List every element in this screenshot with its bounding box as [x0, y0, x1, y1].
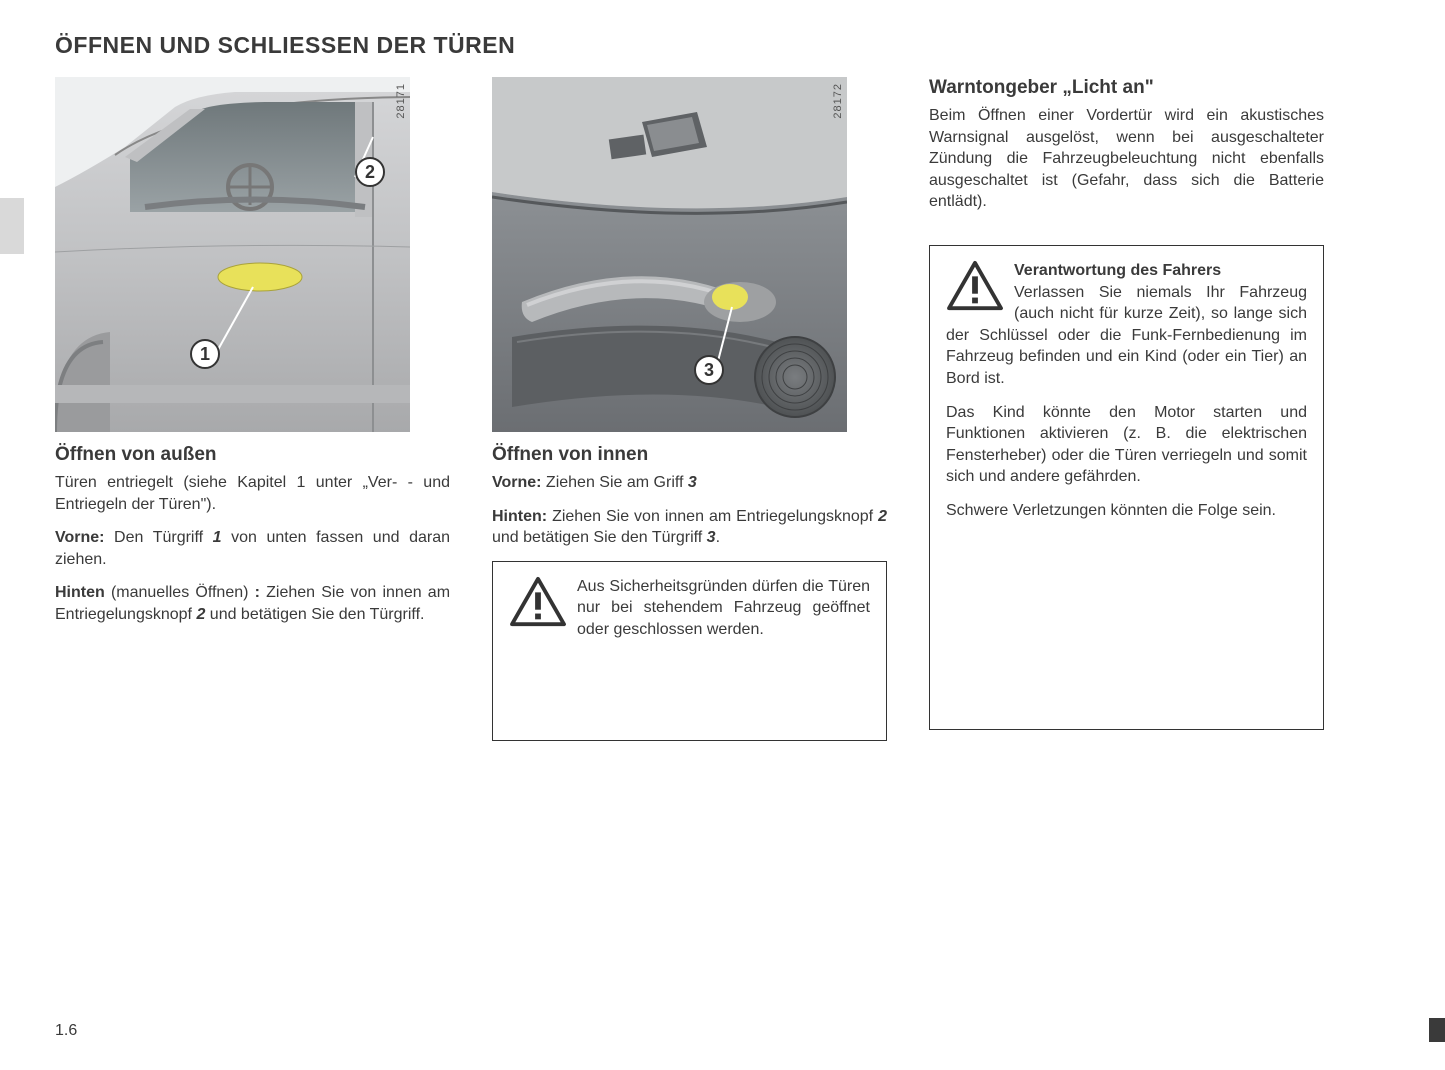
col2-p2-c: . [716, 529, 720, 546]
car-interior-illustration [492, 77, 847, 432]
warning-p2: Das Kind könnte den Motor starten und Fu… [946, 402, 1307, 488]
col2-heading: Öffnen von innen [492, 444, 887, 466]
col1-p3-bold: Hinten [55, 584, 105, 601]
col1-p2-a: Den Türgriff [104, 529, 212, 546]
columns: 28171 1 2 Öffnen von außen Türen entrieg… [55, 77, 1390, 741]
col1-heading: Öffnen von außen [55, 444, 450, 466]
car-exterior-illustration [55, 77, 410, 432]
col2-p1: Vorne: Ziehen Sie am Griff 3 [492, 472, 887, 494]
figure1-code: 28171 [395, 83, 407, 119]
column-2: 28172 3 Öffnen von innen Vorne: Ziehen S… [492, 77, 887, 741]
col1-p2-num: 1 [213, 529, 222, 546]
col1-p3-num: 2 [196, 606, 205, 623]
warning-p3: Schwere Verletzungen könnten die Folge s… [946, 500, 1307, 522]
warning-icon [509, 576, 567, 628]
col2-p2-bold: Hinten: [492, 508, 547, 525]
page-number: 1.6 [55, 1022, 77, 1040]
figure2-code: 28172 [832, 83, 844, 119]
col2-p1-num: 3 [688, 474, 697, 491]
col2-p2-num1: 2 [878, 508, 887, 525]
col2-p2-num2: 3 [707, 529, 716, 546]
callout-2: 2 [355, 157, 385, 187]
callout-1: 1 [190, 339, 220, 369]
figure-interior: 28172 3 [492, 77, 847, 432]
warning-box-responsibility: Verantwortung des Fahrers Verlassen Sie … [929, 245, 1324, 730]
col2-p2-a: Ziehen Sie von innen am Entriegelungskno… [547, 508, 878, 525]
col1-p3-paren: (manuelles Öffnen) [105, 584, 249, 601]
warning-icon [946, 260, 1004, 312]
col1-p2-bold: Vorne: [55, 529, 104, 546]
page-title: ÖFFNEN UND SCHLIESSEN DER TÜREN [55, 32, 1390, 59]
col3-heading: Warntongeber „Licht an" [929, 77, 1324, 99]
warning-box-safety: Aus Sicherheitsgründen dürfen die Türen … [492, 561, 887, 741]
col1-p3-colon: : [248, 584, 266, 601]
column-1: 28171 1 2 Öffnen von außen Türen entrieg… [55, 77, 450, 741]
callout-3: 3 [694, 355, 724, 385]
col2-p2-b: und betätigen Sie den Türgriff [492, 529, 707, 546]
figure-exterior: 28171 1 2 [55, 77, 410, 432]
page: ÖFFNEN UND SCHLIESSEN DER TÜREN [0, 0, 1445, 1070]
col2-p1-a: Ziehen Sie am Griff [541, 474, 687, 491]
col3-p1: Beim Öffnen einer Vordertür wird ein aku… [929, 105, 1324, 213]
column-3: Warntongeber „Licht an" Beim Öffnen eine… [929, 77, 1324, 741]
col1-p2: Vorne: Den Türgriff 1 von unten fassen u… [55, 527, 450, 570]
col2-p2: Hinten: Ziehen Sie von innen am Entriege… [492, 506, 887, 549]
col1-p3: Hinten (manuelles Öffnen) : Ziehen Sie v… [55, 582, 450, 625]
col1-p1: Türen entriegelt (siehe Kapitel 1 unter … [55, 472, 450, 515]
col1-p3-b: und betätigen Sie den Türgriff. [205, 606, 424, 623]
col2-p1-bold: Vorne: [492, 474, 541, 491]
